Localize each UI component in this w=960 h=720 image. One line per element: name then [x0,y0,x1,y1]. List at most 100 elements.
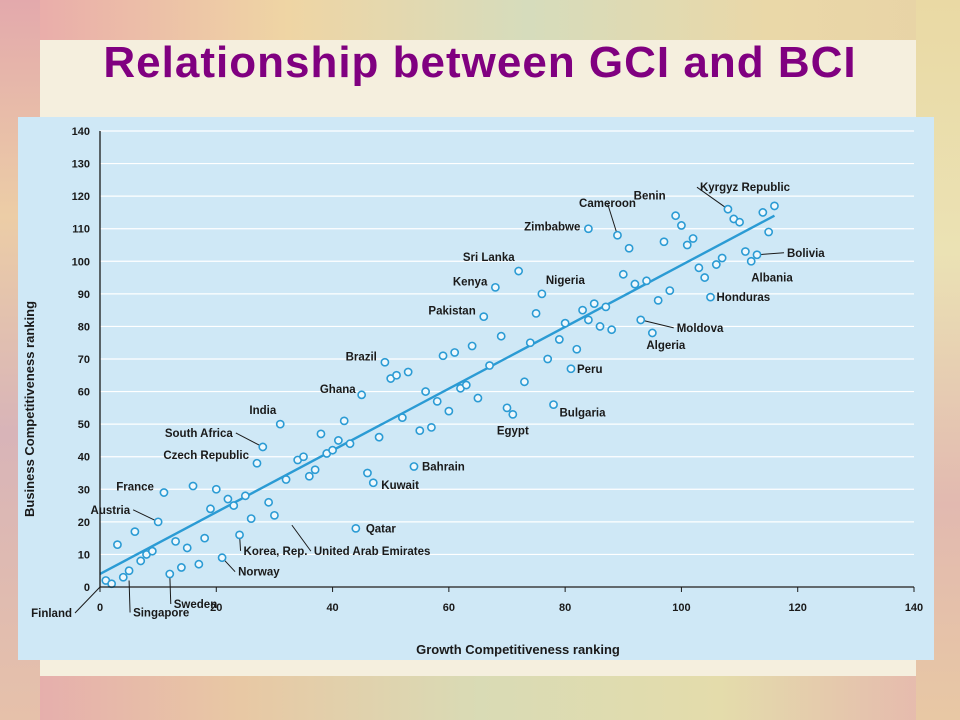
data-point [450,348,460,357]
data-point [194,559,204,569]
background-band-top [0,0,960,40]
data-point [380,357,390,367]
data-point [758,208,768,217]
data-point [485,361,494,370]
data-point [229,501,239,510]
data-point [479,312,489,322]
x-tick-label-80: 80 [559,602,571,614]
data-point [444,406,454,416]
data-point [165,569,175,579]
trendline [99,214,776,576]
annotation-label: France [116,482,154,494]
annotation-label: United Arab Emirates [314,546,431,558]
data-point [299,452,308,462]
annotation-label: Finland [31,608,72,620]
data-point [223,494,233,504]
x-tick-label-60: 60 [443,602,455,614]
annotation-label: Kyrgyz Republic [700,182,791,194]
annotation-label: Albania [751,272,793,284]
data-point [554,335,564,344]
data-point [584,315,593,325]
data-point [200,533,210,543]
data-point [694,263,704,273]
y-tick-label-40: 40 [78,452,90,464]
annotation-leaders [74,186,785,614]
annotation-leader [606,203,618,236]
x-tick-label-20: 20 [210,602,222,614]
annotation-label: Czech Republic [163,450,249,462]
data-point [211,484,221,494]
data-point [333,436,343,445]
data-point [136,556,146,566]
annotation-label: Nigeria [546,275,586,287]
data-point [461,380,471,390]
data-point [653,295,663,305]
data-point [403,367,413,377]
data-point [746,256,756,266]
data-point [328,445,337,455]
data-point [502,403,512,413]
data-point [113,540,122,550]
data-point [613,230,622,240]
data-point [368,478,378,488]
annotation-leader [235,432,264,448]
data-point [589,299,599,309]
data-point [543,354,553,364]
data-point [537,289,547,299]
data-point [438,351,448,361]
y-tick-label-80: 80 [78,321,90,333]
data-point [665,286,675,295]
data-point [642,276,651,286]
data-point [397,413,407,423]
x-tick-label-40: 40 [326,602,338,614]
data-point [153,517,163,527]
data-point [525,338,535,348]
data-point [560,318,570,328]
y-tick-label-70: 70 [78,354,90,366]
annotation-leader [756,252,785,256]
gridlines [100,130,914,588]
annotation-leader [169,573,172,604]
slide-title: Relationship between GCI and BCI [103,38,857,87]
x-axis-label: Growth Competitiveness ranking [416,642,620,657]
annotation-label: Sweden [174,599,217,611]
annotation-leader [132,509,159,523]
data-point [584,224,593,234]
annotation-label: Egypt [497,425,529,437]
data-point [281,475,291,484]
x-tick-label-140: 140 [905,602,923,614]
annotation-label: Bulgaria [560,408,607,420]
annotation-label: Ghana [320,384,356,396]
data-point [711,260,721,269]
annotation-label: Bahrain [422,461,465,473]
y-tick-label-90: 90 [78,289,90,301]
y-tick-label-100: 100 [72,256,90,268]
annotation-leader [128,580,131,613]
x-tick-label-100: 100 [672,602,690,614]
annotation-label: Benin [634,191,666,203]
annotation-label: Zimbabwe [524,222,580,234]
data-point [206,504,215,514]
x-tick-label-120: 120 [789,602,807,614]
data-point [735,217,744,227]
data-point [572,344,582,354]
data-point [490,282,500,292]
data-point [182,543,192,553]
x-tick-label-0: 0 [97,602,103,614]
data-point [677,221,686,230]
data-point [421,387,430,396]
annotation-label: Sri Lanka [463,252,515,264]
data-point [415,426,425,436]
y-tick-label-140: 140 [72,126,90,138]
scatter-chart: 0 10 20 30 40 50 60 70 80 90 100 110 120 130 140 0 20 40 6… [18,117,934,660]
y-tick-label-10: 10 [78,549,90,561]
data-point [217,553,227,563]
annotation-label: India [249,405,276,417]
annotation-label: Pakistan [428,306,475,318]
data-point [514,266,524,276]
data-point [764,227,774,237]
data-point [409,462,419,471]
data-point [316,429,326,439]
annotation-label: Brazil [346,351,377,363]
data-point [124,566,134,576]
